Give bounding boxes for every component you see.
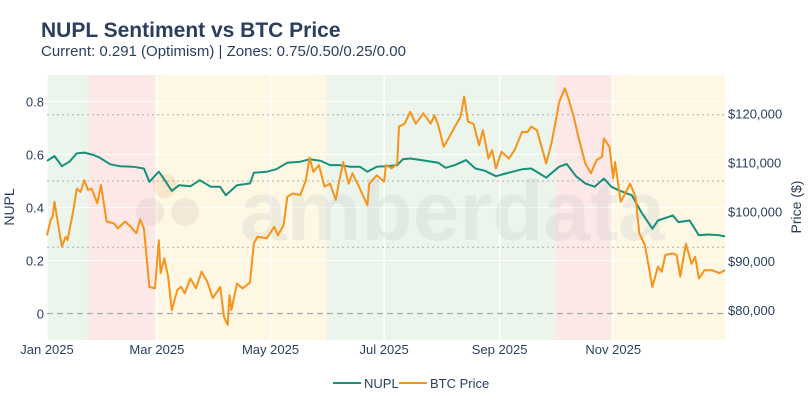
- watermark-text: amberdata: [240, 164, 666, 258]
- y-tick-label: 0.6: [26, 148, 44, 163]
- legend-label-nupl: NUPL: [364, 376, 399, 391]
- watermark-dot: [136, 198, 164, 226]
- axes: 0 0.2 0.4 0.6 0.8 Jan 2025 Mar 2025 May 2025 Jul…: [20, 95, 782, 358]
- x-tick-label: Mar 2025: [129, 342, 184, 357]
- legend-label-btc-price: BTC Price: [430, 376, 489, 391]
- y2-tick-label: $90,000: [728, 254, 775, 269]
- y2-axis-title: Price ($): [788, 181, 804, 234]
- y-tick-label: 0: [37, 307, 44, 322]
- series-line-btc-price: [46, 87, 726, 326]
- y2-tick-label: $110,000: [728, 156, 781, 171]
- y2-tick-label: $80,000: [728, 303, 775, 318]
- zone-threshold-lines: [47, 114, 725, 315]
- y-tick-label: 0.2: [26, 254, 44, 269]
- y-tick-label: 0.8: [26, 95, 44, 110]
- y-axis-title: NUPL: [1, 188, 17, 226]
- legend-item-nupl[interactable]: NUPL: [333, 376, 399, 391]
- x-tick-label: Sep 2025: [472, 342, 528, 357]
- watermark-logo: amberdata: [136, 164, 666, 258]
- x-tick-label: May 2025: [242, 342, 299, 357]
- series-line-nupl: [46, 151, 726, 238]
- series-lines: [46, 87, 726, 326]
- watermark-dot: [171, 198, 199, 226]
- y-tick-label: 0.4: [26, 201, 44, 216]
- x-tick-label: Jul 2025: [360, 342, 409, 357]
- chart-title: NUPL Sentiment vs BTC Price: [41, 19, 341, 42]
- y2-tick-label: $120,000: [728, 106, 782, 121]
- y2-tick-label: $100,000: [728, 205, 782, 220]
- legend-item-btc-price[interactable]: BTC Price: [399, 376, 489, 391]
- x-tick-label: Nov 2025: [585, 342, 641, 357]
- x-tick-label: Jan 2025: [20, 342, 74, 357]
- chart-subtitle: Current: 0.291 (Optimism) | Zones: 0.75/…: [41, 43, 406, 60]
- watermark-dot: [153, 174, 177, 198]
- legend: NUPL BTC Price: [333, 376, 489, 391]
